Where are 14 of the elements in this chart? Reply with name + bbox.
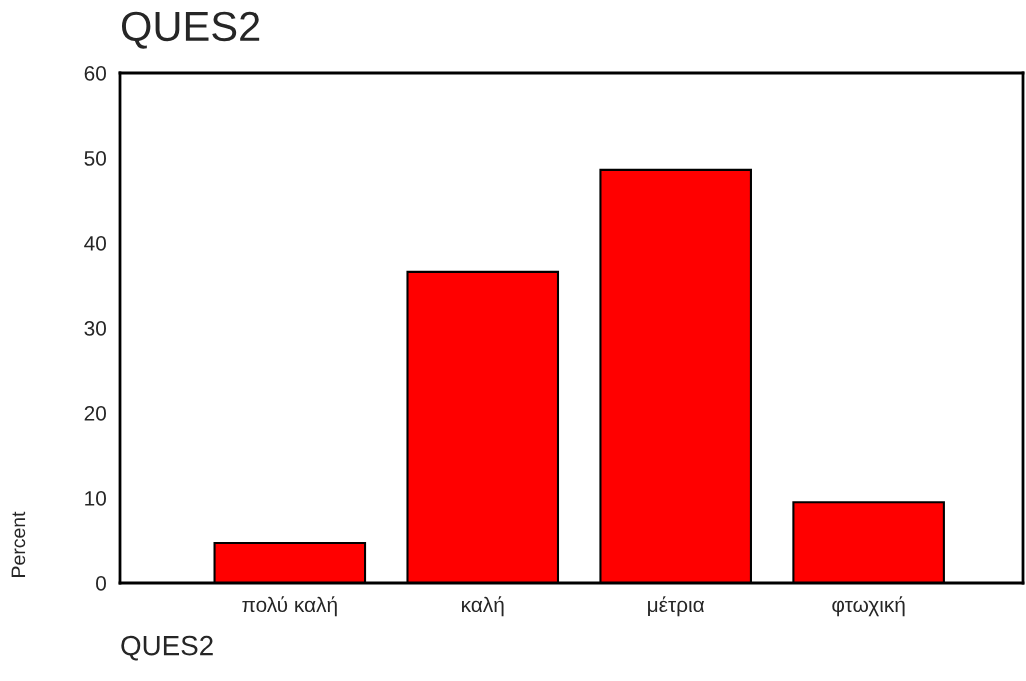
y-tick-label: 60 xyxy=(84,66,106,81)
y-tick-label: 40 xyxy=(84,236,106,251)
y-axis-title: Percent xyxy=(11,511,26,577)
x-axis-title: QUES2 xyxy=(121,635,213,661)
y-tick-label: 0 xyxy=(96,576,106,591)
y-tick-label: 30 xyxy=(84,321,106,336)
chart-title: QUES2 xyxy=(121,11,260,49)
x-tick-label: μέτρια xyxy=(648,596,705,617)
x-tick-label: πολύ καλή xyxy=(242,596,337,617)
y-tick-label: 50 xyxy=(84,151,106,166)
y-tick-label: 20 xyxy=(84,406,106,421)
x-tick-label: καλή xyxy=(462,596,504,617)
y-tick-label: 10 xyxy=(85,491,106,506)
x-tick-label: φτωχική xyxy=(832,596,905,617)
